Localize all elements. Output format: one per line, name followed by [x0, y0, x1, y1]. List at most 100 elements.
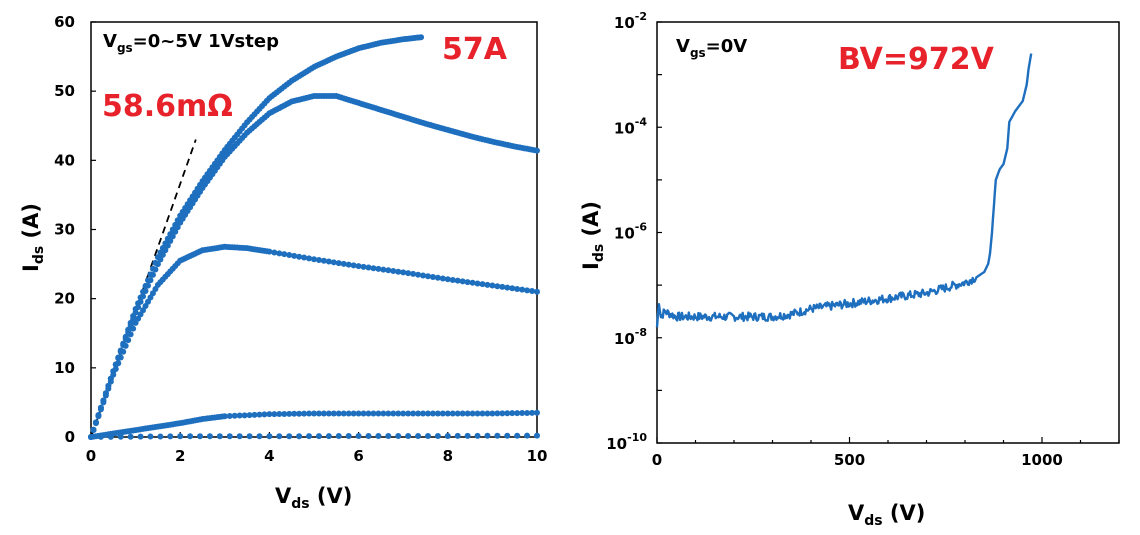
left-data-point [534, 288, 540, 295]
left-data-point [474, 280, 481, 287]
left-data-point [360, 410, 367, 417]
left-data-point [444, 432, 451, 439]
left-data-point [107, 433, 114, 440]
left-data-point [102, 392, 109, 399]
left-x-tick-label: 0 [86, 447, 96, 465]
left-data-point [291, 252, 298, 259]
left-data-point [206, 433, 213, 440]
left-data-point [400, 410, 407, 417]
left-data-point [132, 309, 139, 316]
left-data-point [434, 432, 441, 439]
left-data-point [251, 411, 258, 418]
left-y-tick-label: 40 [54, 151, 75, 169]
left-data-point [100, 399, 107, 406]
left-data-point [335, 260, 342, 267]
left-data-point [355, 432, 362, 439]
left-x-axis-label: Vds (V) [275, 484, 352, 512]
left-ron-annotation: 58.6mΩ [102, 89, 233, 124]
left-x-tick-label: 6 [353, 447, 363, 465]
left-data-point [320, 410, 327, 417]
left-data-point [415, 432, 422, 439]
left-data-point [115, 360, 122, 367]
right-vgs-annotation: Vgs=0V [676, 36, 747, 60]
left-data-point [286, 410, 293, 417]
left-data-point [534, 432, 540, 439]
left-data-point [105, 385, 112, 392]
left-data-point [380, 266, 387, 273]
left-data-point [400, 269, 407, 276]
right-bv-annotation: BV=972V [838, 42, 995, 77]
left-data-point [122, 342, 129, 349]
left-data-point [390, 410, 397, 417]
left-axes: 0 2 4 6 8 10 0 10 20 30 40 50 60 [54, 13, 547, 465]
left-data-point [464, 432, 471, 439]
left-data-point [449, 410, 456, 417]
left-data-point [514, 285, 521, 292]
left-x-tick-label: 8 [443, 447, 453, 465]
left-data-point [464, 410, 471, 417]
left-data-point [524, 409, 531, 416]
left-data-point [395, 432, 402, 439]
left-data-point [380, 410, 387, 417]
left-data-point [514, 432, 521, 439]
left-data-point [281, 410, 288, 417]
left-data-point [489, 410, 496, 417]
left-data-point [420, 272, 427, 279]
left-data-point [360, 263, 367, 270]
left-data-point [484, 432, 491, 439]
left-chart: 0 2 4 6 8 10 0 10 20 30 40 50 60 Vgs=0~5V 1Vstep 57A… [19, 13, 547, 512]
left-data-point [355, 263, 362, 270]
left-data-point [137, 433, 144, 440]
left-data-point [137, 298, 144, 305]
left-y-tick-label: 0 [65, 428, 75, 446]
left-data-point [499, 283, 506, 290]
left-data-point [365, 264, 372, 271]
left-data-point [174, 224, 181, 231]
left-data-point [420, 410, 427, 417]
left-data-point [276, 433, 283, 440]
left-data-point [504, 410, 511, 417]
left-data-point [315, 433, 322, 440]
left-data-point [159, 251, 166, 258]
left-data-point [117, 354, 124, 361]
left-data-point [395, 410, 402, 417]
left-data-point [484, 281, 491, 288]
left-data-point [424, 410, 431, 417]
left-data-point [365, 410, 372, 417]
left-data-point [330, 410, 337, 417]
right-x-tick-label: 1000 [1021, 451, 1063, 469]
left-data-point [415, 271, 422, 278]
left-data-point [271, 411, 278, 418]
left-data-point [509, 410, 516, 417]
left-data-point [169, 233, 176, 240]
left-data-point [350, 410, 357, 417]
left-data-point [320, 257, 327, 264]
left-data-point [375, 410, 382, 417]
left-data-point [246, 412, 253, 419]
right-plot-frame [656, 21, 1120, 444]
left-data-point [469, 279, 476, 286]
left-data-point [405, 410, 412, 417]
left-data-point [504, 432, 511, 439]
right-y-tick-label: 10-4 [614, 115, 647, 137]
left-data-point [345, 410, 352, 417]
right-y-tick-label: 10-6 [614, 221, 647, 243]
left-data-point [524, 432, 531, 439]
left-data-point [418, 34, 425, 41]
left-data-point [311, 256, 317, 263]
left-data-point [154, 261, 161, 268]
left-data-point [410, 270, 417, 277]
left-data-point [390, 268, 397, 274]
left-data-point [410, 410, 417, 417]
left-data-point [494, 410, 501, 417]
left-data-point [449, 276, 456, 283]
left-data-point [306, 433, 313, 440]
left-data-point [405, 270, 412, 277]
left-data-point [335, 433, 342, 440]
left-data-point [429, 410, 436, 417]
left-data-point [226, 413, 233, 420]
left-data-point [226, 433, 233, 440]
left-data-point [345, 433, 352, 440]
left-data-point [529, 288, 536, 295]
